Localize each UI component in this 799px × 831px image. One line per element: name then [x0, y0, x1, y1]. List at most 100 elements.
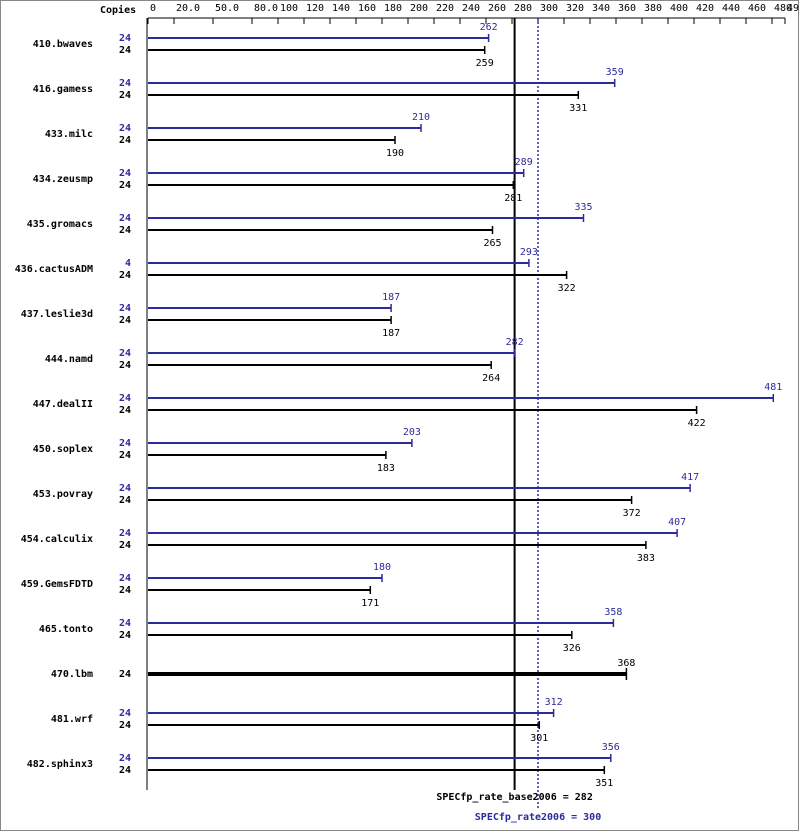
value-label: 293 — [520, 247, 538, 258]
value-label: 264 — [482, 373, 500, 384]
copies-label: 24 — [119, 720, 131, 731]
value-label: 372 — [623, 508, 641, 519]
value-label: 312 — [545, 697, 563, 708]
category-label: 450.soplex — [33, 444, 93, 455]
copies-label: 4 — [125, 258, 131, 269]
value-label: 422 — [688, 418, 706, 429]
x-tick-label: 400 — [670, 3, 688, 14]
value-label: 187 — [382, 292, 400, 303]
value-label: 351 — [595, 778, 613, 789]
value-label: 359 — [606, 67, 624, 78]
copies-label: 24 — [119, 540, 131, 551]
value-label: 282 — [506, 337, 524, 348]
copies-label: 24 — [119, 360, 131, 371]
value-label: 281 — [504, 193, 522, 204]
x-tick-label: 20.0 — [176, 3, 200, 14]
category-label: 434.zeusmp — [33, 174, 93, 185]
copies-label: 24 — [119, 90, 131, 101]
copies-label: 24 — [119, 585, 131, 596]
value-label: 301 — [530, 733, 548, 744]
x-tick-label: 120 — [306, 3, 324, 14]
x-tick-label: 280 — [514, 3, 532, 14]
x-tick-label: 480 — [774, 3, 792, 14]
value-label: 335 — [574, 202, 592, 213]
value-label: 180 — [373, 562, 391, 573]
x-tick-label: 160 — [358, 3, 376, 14]
copies-label: 24 — [119, 33, 131, 44]
copies-label: 24 — [119, 495, 131, 506]
value-label: 262 — [480, 22, 498, 33]
x-tick-label: 360 — [618, 3, 636, 14]
x-tick-label: 420 — [696, 3, 714, 14]
copies-label: 24 — [119, 393, 131, 404]
value-label: 417 — [681, 472, 699, 483]
reference-label: SPECfp_rate_base2006 = 282 — [436, 792, 593, 803]
x-tick-label: 80.0 — [254, 3, 278, 14]
value-label: 289 — [515, 157, 533, 168]
x-tick-label: 440 — [722, 3, 740, 14]
x-tick-label: 380 — [644, 3, 662, 14]
x-tick-label: 220 — [436, 3, 454, 14]
copies-label: 24 — [119, 123, 131, 134]
copies-label: 24 — [119, 405, 131, 416]
value-label: 368 — [617, 658, 635, 669]
category-label: 416.gamess — [33, 84, 93, 95]
copies-label: 24 — [119, 45, 131, 56]
category-label: 410.bwaves — [33, 39, 93, 50]
category-label: 481.wrf — [51, 714, 93, 725]
copies-label: 24 — [119, 630, 131, 641]
value-label: 210 — [412, 112, 430, 123]
category-label: 437.leslie3d — [21, 308, 93, 320]
copies-label: 24 — [119, 78, 131, 89]
copies-label: 24 — [119, 270, 131, 281]
category-label: 459.GemsFDTD — [21, 579, 93, 590]
copies-label: 24 — [119, 528, 131, 539]
category-label: 436.cactusADM — [15, 264, 93, 275]
reference-label: SPECfp_rate2006 = 300 — [475, 812, 601, 823]
axis-label: Copies — [100, 4, 136, 16]
category-label: 435.gromacs — [27, 219, 93, 230]
copies-label: 24 — [119, 708, 131, 719]
copies-label: 24 — [119, 483, 131, 494]
copies-label: 24 — [119, 315, 131, 326]
category-label: 433.milc — [45, 128, 93, 140]
category-label: 454.calculix — [21, 533, 93, 545]
x-tick-label: 100 — [280, 3, 298, 14]
value-label: 326 — [563, 643, 581, 654]
x-tick-label: 180 — [384, 3, 402, 14]
value-label: 356 — [602, 742, 620, 753]
copies-label: 24 — [119, 438, 131, 449]
value-label: 265 — [483, 238, 501, 249]
category-label: 470.lbm — [51, 669, 93, 680]
x-tick-label: 0 — [150, 3, 156, 14]
value-label: 203 — [403, 427, 421, 438]
x-tick-label: 460 — [748, 3, 766, 14]
x-tick-label: 320 — [566, 3, 584, 14]
x-tick-label: 300 — [540, 3, 558, 14]
x-tick-label: 240 — [462, 3, 480, 14]
value-label: 383 — [637, 553, 655, 564]
x-tick-label: 140 — [332, 3, 350, 14]
copies-label: 24 — [119, 168, 131, 179]
value-label: 407 — [668, 517, 686, 528]
x-tick-label: 340 — [592, 3, 610, 14]
copies-label: 24 — [119, 348, 131, 359]
copies-label: 24 — [119, 618, 131, 629]
x-tick-label: 490 — [787, 3, 799, 14]
category-label: 465.tonto — [39, 624, 93, 635]
copies-label: 24 — [119, 213, 131, 224]
value-label: 187 — [382, 328, 400, 339]
copies-label: 24 — [119, 765, 131, 776]
x-tick-label: 260 — [488, 3, 506, 14]
category-label: 482.sphinx3 — [27, 758, 93, 770]
x-tick-label: 50.0 — [215, 3, 239, 14]
copies-label: 24 — [119, 669, 131, 680]
copies-label: 24 — [119, 753, 131, 764]
value-label: 322 — [558, 283, 576, 294]
copies-label: 24 — [119, 573, 131, 584]
copies-label: 24 — [119, 180, 131, 191]
value-label: 183 — [377, 463, 395, 474]
category-label: 444.namd — [45, 354, 93, 365]
